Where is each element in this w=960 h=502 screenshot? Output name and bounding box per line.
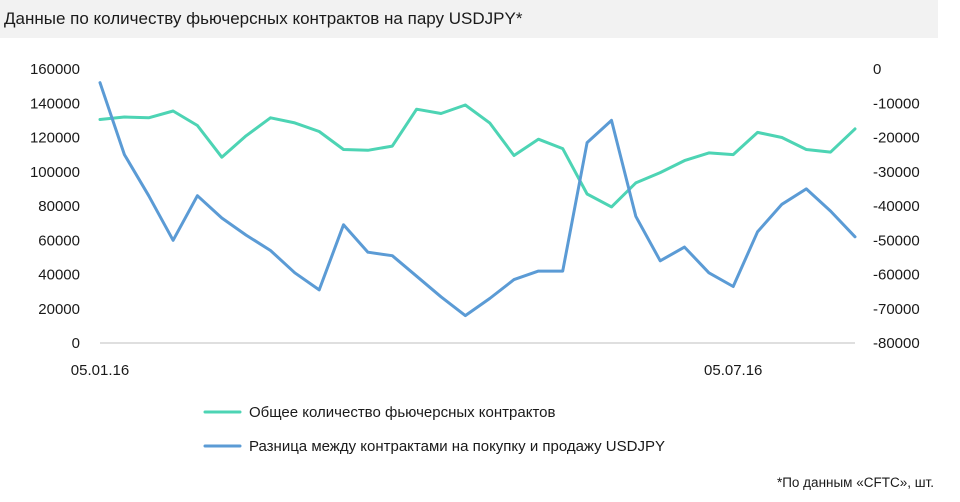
data-point — [658, 259, 662, 262]
data-point — [147, 194, 150, 197]
left-y-tick-label: 60000 — [38, 232, 80, 249]
data-point — [780, 136, 784, 139]
data-point — [415, 108, 418, 111]
data-point — [293, 271, 297, 274]
data-point — [317, 130, 321, 133]
x-tick-label: 05.07.16 — [704, 362, 762, 379]
right-y-tick-label: 0 — [873, 61, 881, 78]
right-y-tick-label: -50000 — [873, 232, 920, 249]
data-point — [488, 121, 491, 125]
data-point — [756, 131, 759, 134]
data-point — [415, 275, 418, 278]
left-y-tick-label: 120000 — [30, 130, 80, 147]
data-point — [561, 269, 564, 273]
data-point — [585, 192, 589, 196]
data-point — [488, 297, 491, 300]
data-point — [98, 118, 102, 121]
data-point — [220, 216, 223, 220]
data-point — [220, 155, 223, 159]
data-point — [707, 271, 711, 274]
legend-label-1: Общее количество фьючерсных контрактов — [249, 404, 555, 421]
data-point — [293, 121, 297, 125]
right-y-tick-label: -10000 — [873, 95, 920, 112]
right-y-tick-label: -80000 — [873, 335, 920, 352]
right-y-tick-label: -40000 — [873, 198, 920, 215]
data-point — [244, 233, 248, 237]
data-point — [123, 153, 126, 156]
data-point — [464, 314, 467, 317]
data-point — [464, 103, 467, 107]
data-point — [317, 288, 321, 292]
series-line-2 — [98, 81, 857, 318]
left-y-tick-label: 160000 — [30, 61, 80, 78]
data-point — [732, 285, 735, 288]
data-point — [391, 254, 394, 257]
data-point — [732, 153, 735, 156]
data-point — [342, 148, 345, 151]
x-tick-label: 05.01.16 — [71, 362, 129, 379]
data-point — [805, 187, 808, 191]
data-point — [171, 109, 175, 113]
data-point — [439, 295, 443, 298]
data-point — [196, 124, 199, 127]
right-y-tick-label: -30000 — [873, 164, 920, 181]
data-point — [439, 112, 443, 115]
series-line-1 — [98, 103, 857, 209]
data-point — [658, 171, 662, 174]
data-point — [391, 144, 394, 148]
data-point — [196, 194, 199, 197]
data-point — [98, 81, 102, 84]
data-point — [853, 235, 857, 239]
data-point — [707, 151, 711, 155]
data-point — [244, 134, 248, 137]
left-y-tick-label: 40000 — [38, 267, 80, 284]
data-point — [805, 148, 808, 151]
data-point — [829, 150, 832, 154]
data-point — [123, 115, 126, 119]
right-y-tick-label: -60000 — [873, 267, 920, 284]
right-y-tick-label: -20000 — [873, 130, 920, 147]
left-y-tick-label: 100000 — [30, 164, 80, 181]
data-point — [756, 230, 759, 233]
data-point — [512, 154, 516, 157]
right-y-tick-label: -70000 — [873, 301, 920, 318]
data-point — [269, 249, 272, 252]
plot-area: 0 20000 40000 60000 80000 100000 120000 140000 1… — [30, 61, 920, 455]
data-point — [829, 209, 832, 213]
left-y-tick-label: 20000 — [38, 301, 80, 318]
data-point — [537, 138, 540, 141]
left-y-tick-label: 80000 — [38, 198, 80, 215]
data-point — [634, 181, 638, 185]
data-point — [537, 269, 540, 273]
title-bar: Данные по количеству фьючерсных контракт… — [0, 0, 938, 38]
left-y-tick-label: 140000 — [30, 95, 80, 112]
data-point — [610, 205, 613, 209]
data-point — [342, 223, 345, 227]
chart-title: Данные по количеству фьючерсных контракт… — [4, 9, 523, 28]
data-point — [634, 215, 638, 218]
data-point — [683, 159, 686, 162]
data-point — [269, 116, 272, 120]
left-y-tick-label: 0 — [72, 335, 80, 352]
data-point — [780, 203, 784, 206]
data-point — [366, 251, 370, 254]
data-point — [147, 116, 150, 120]
data-point — [610, 119, 613, 122]
data-point — [683, 245, 686, 249]
data-point — [853, 127, 857, 131]
data-point — [585, 141, 589, 144]
data-point — [171, 239, 175, 242]
data-point — [561, 147, 564, 150]
data-point — [512, 278, 516, 281]
data-point — [366, 149, 370, 152]
legend-label-2: Разница между контрактами на покупку и п… — [249, 438, 665, 455]
source-footnote: *По данным «CFTC», шт. — [776, 475, 934, 490]
